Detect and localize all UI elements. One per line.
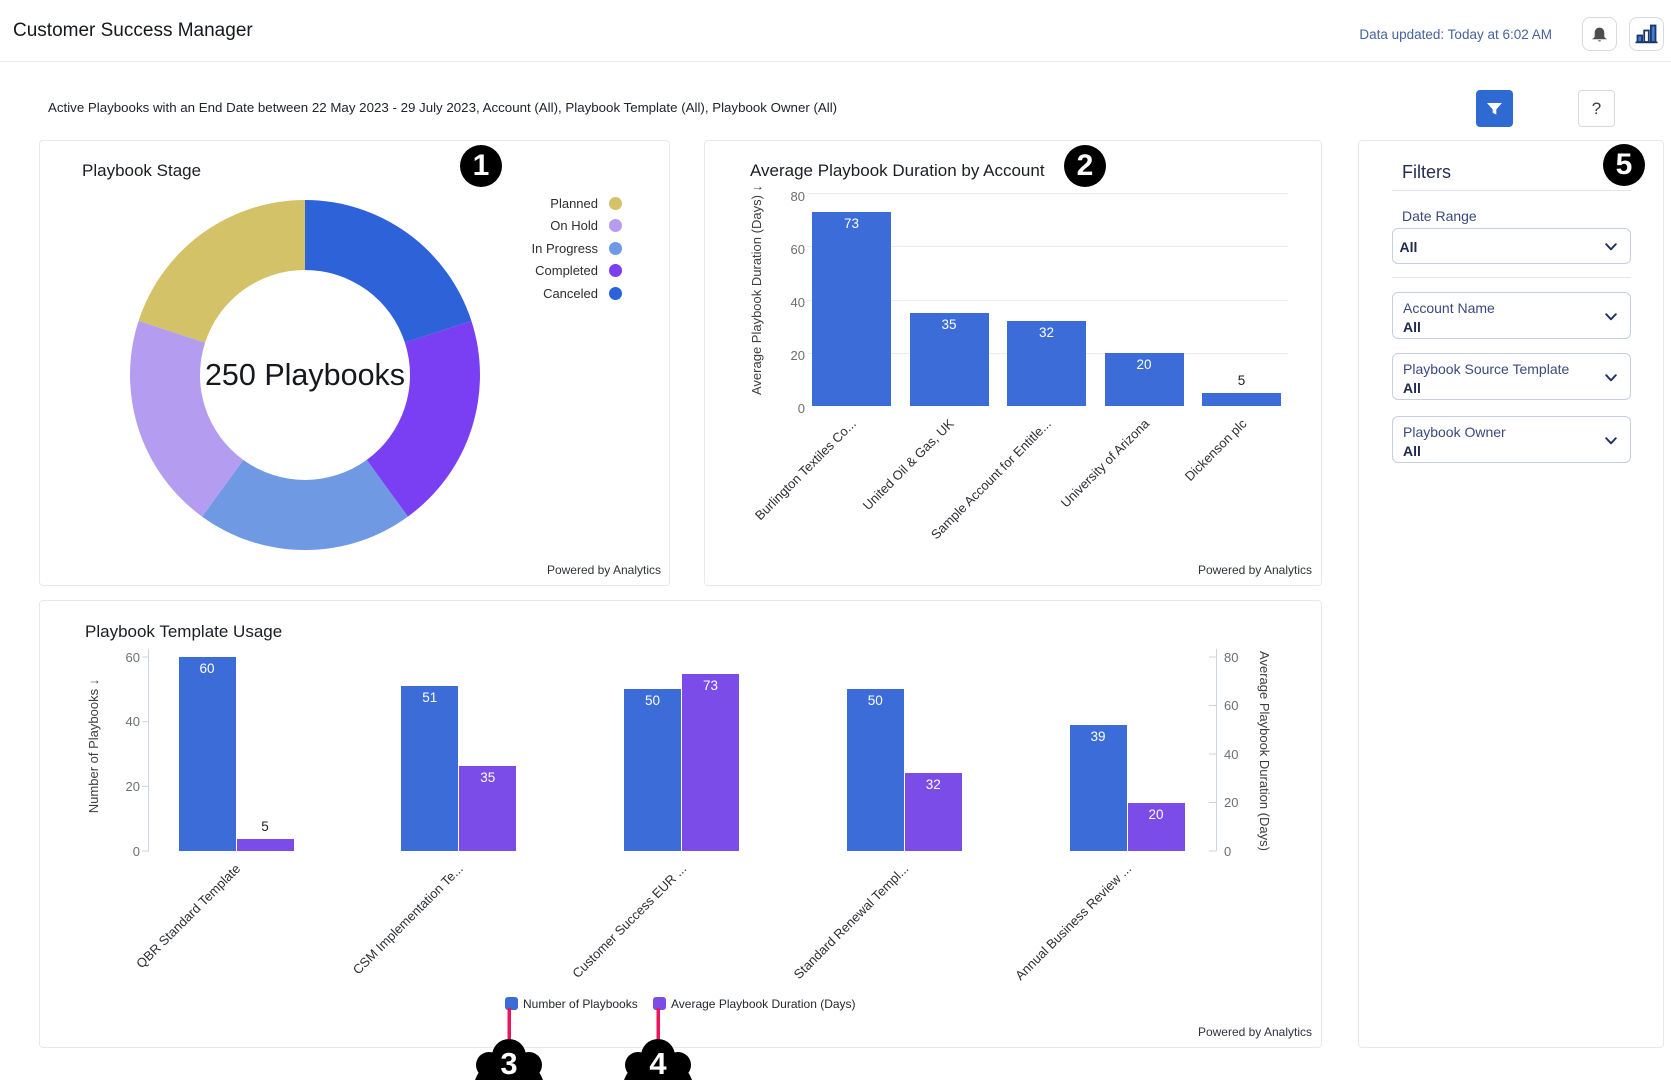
svg-text:4: 4: [649, 1046, 667, 1080]
svg-text:3: 3: [500, 1046, 517, 1080]
